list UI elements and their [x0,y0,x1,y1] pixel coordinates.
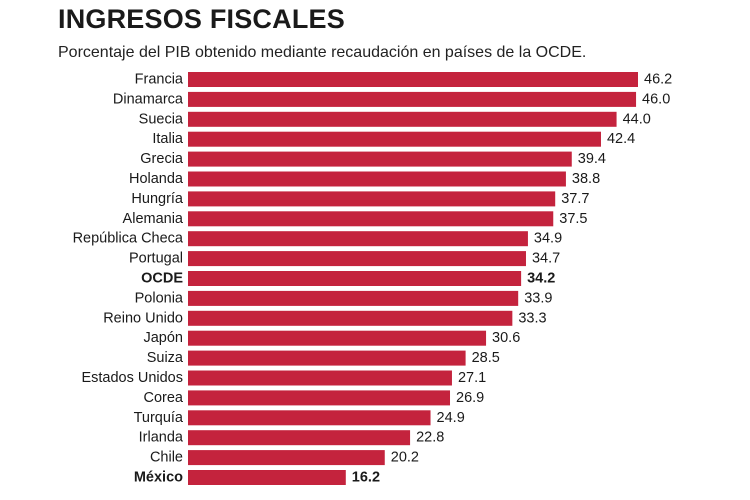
category-label-polonia: Polonia [135,290,184,306]
bar-japon [188,330,487,346]
value-label-italia: 42.4 [607,131,635,147]
category-label-ocde: OCDE [141,271,183,287]
value-label-reino-unido: 33.3 [518,310,546,326]
bar-hungria [188,191,556,207]
bar-republica-checa [188,231,528,247]
bar-chile [188,450,385,466]
bar-turquia [188,410,431,426]
bar-corea [188,390,451,406]
bar-suiza [188,350,466,366]
bar-holanda [188,171,566,187]
category-label-alemania: Alemania [123,211,184,227]
chart-title: INGRESOS FISCALES [58,4,345,34]
value-label-hungria: 37.7 [561,191,589,207]
bar-dinamarca [188,91,637,107]
category-label-japon: Japón [143,330,183,346]
bar-alemania [188,211,554,227]
value-label-chile: 20.2 [391,450,419,466]
category-label-hungria: Hungría [131,191,184,207]
category-label-irlanda: Irlanda [139,430,184,446]
value-label-suecia: 44.0 [623,111,651,127]
bar-mexico [188,470,346,485]
category-label-holanda: Holanda [129,171,184,187]
chart-subtitle: Porcentaje del PIB obtenido mediante rec… [58,44,587,61]
value-label-holanda: 38.8 [572,171,600,187]
bar-polonia [188,290,519,306]
category-label-mexico: México [134,470,183,486]
value-label-francia: 46.2 [644,72,672,88]
bar-suecia [188,111,617,127]
category-label-suecia: Suecia [139,111,184,127]
value-label-grecia: 39.4 [578,151,606,167]
category-label-reino-unido: Reino Unido [103,310,183,326]
category-label-francia: Francia [135,72,184,88]
value-label-polonia: 33.9 [524,290,552,306]
value-label-ocde: 34.2 [527,271,555,287]
bar-grecia [188,151,572,167]
category-label-estados-unidos: Estados Unidos [81,370,183,386]
category-label-grecia: Grecia [140,151,184,167]
value-label-japon: 30.6 [492,330,520,346]
category-label-chile: Chile [150,450,183,466]
value-label-portugal: 34.7 [532,251,560,267]
bar-francia [188,72,638,87]
value-label-alemania: 37.5 [559,211,587,227]
value-label-turquia: 24.9 [437,410,465,426]
category-label-turquia: Turquía [134,410,184,426]
value-label-republica-checa: 34.9 [534,231,562,247]
bar-irlanda [188,430,411,446]
value-label-dinamarca: 46.0 [642,91,670,107]
bar-portugal [188,251,526,267]
category-label-corea: Corea [144,390,184,406]
value-label-corea: 26.9 [456,390,484,406]
bar-italia [188,131,601,147]
value-label-estados-unidos: 27.1 [458,370,486,386]
value-label-mexico: 16.2 [352,470,380,486]
category-label-dinamarca: Dinamarca [113,91,184,107]
value-label-irlanda: 22.8 [416,430,444,446]
category-label-republica-checa: República Checa [73,231,184,247]
category-label-suiza: Suiza [147,350,184,366]
bar-reino-unido [188,310,513,326]
category-label-portugal: Portugal [129,251,183,267]
bar-estados-unidos [188,370,452,386]
value-label-suiza: 28.5 [472,350,500,366]
category-label-italia: Italia [152,131,184,147]
bar-ocde [188,271,522,286]
